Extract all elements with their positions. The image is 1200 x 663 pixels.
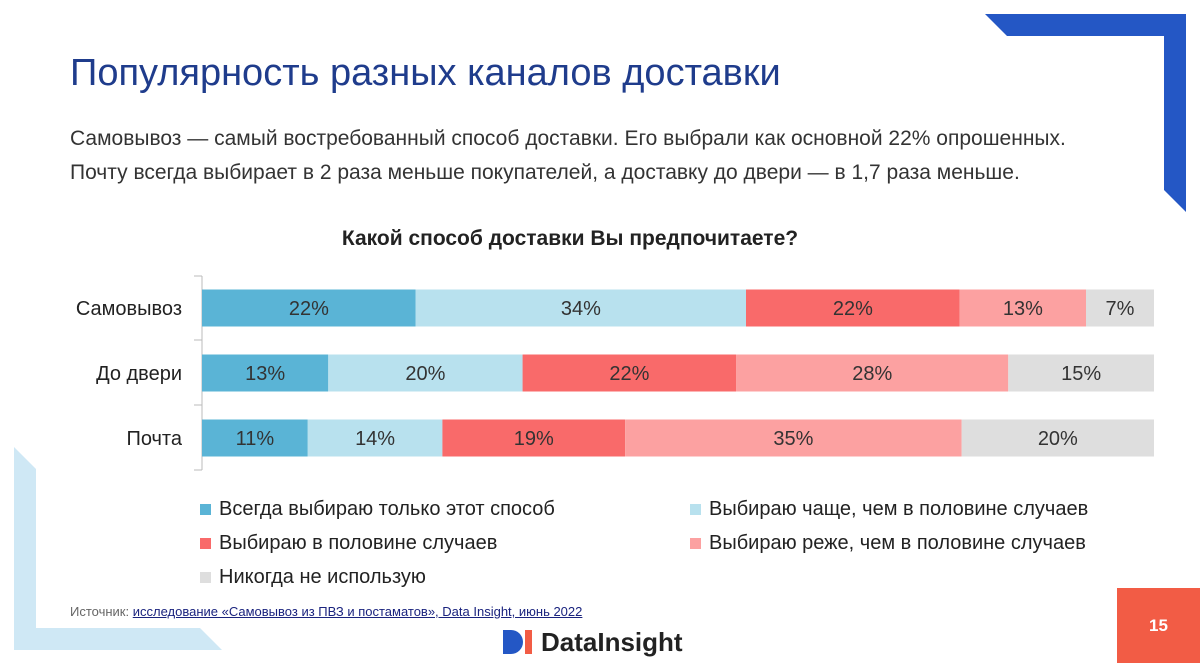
subtitle-line-2: Почту всегда выбирает в 2 раза меньше по… bbox=[70, 161, 1020, 184]
source-note: Источник: исследование «Самовывоз из ПВЗ… bbox=[70, 604, 582, 619]
bar-segment bbox=[625, 419, 962, 457]
bar-segment bbox=[1086, 289, 1154, 327]
bar-segment bbox=[522, 354, 737, 392]
bar-data-label: 13% bbox=[245, 363, 285, 385]
bar-data-label: 22% bbox=[833, 298, 873, 320]
legend-swatch bbox=[690, 503, 701, 515]
legend-label: Выбираю чаще, чем в половине случаев bbox=[709, 497, 1089, 520]
legend-item: Выбираю в половине случаев bbox=[200, 527, 690, 559]
chart-legend: Всегда выбираю только этот способ Выбираю… bbox=[200, 493, 1160, 593]
bar-data-label: 22% bbox=[609, 363, 649, 385]
bar-data-label: 20% bbox=[405, 363, 445, 385]
bar-data-label: 14% bbox=[355, 428, 395, 450]
source-link[interactable]: исследование «Самовывоз из ПВЗ и постама… bbox=[132, 604, 583, 619]
source-prefix: Источник: bbox=[70, 604, 130, 619]
bar-segment bbox=[307, 419, 443, 457]
legend-item: Никогда не использую bbox=[200, 561, 690, 593]
legend-item: Выбираю реже, чем в половине случаев bbox=[690, 527, 1160, 559]
legend-item: Всегда выбираю только этот способ bbox=[200, 493, 690, 525]
legend-swatch bbox=[200, 537, 211, 549]
bar-segment bbox=[959, 289, 1086, 327]
legend-item: Выбираю чаще, чем в половине случаев bbox=[690, 493, 1160, 525]
subtitle-line-1: Самовывоз — самый востребованный способ … bbox=[70, 127, 1066, 150]
page-number: 15 bbox=[1117, 588, 1200, 663]
page-title: Популярность разных каналов доставки bbox=[70, 52, 781, 94]
logo-text: DataInsight bbox=[541, 627, 683, 657]
bar-data-label: 11% bbox=[236, 428, 275, 450]
legend-label: Выбираю в половине случаев bbox=[219, 531, 498, 554]
bar-data-label: 7% bbox=[1106, 298, 1135, 320]
category-label: До двери bbox=[96, 363, 182, 385]
bar-data-label: 13% bbox=[1003, 298, 1043, 320]
data-insight-logo: DataInsight bbox=[503, 629, 683, 655]
bar-segment bbox=[1008, 354, 1154, 392]
bar-data-label: 35% bbox=[773, 428, 813, 450]
bar-segment bbox=[415, 289, 746, 327]
legend-label: Всегда выбираю только этот способ bbox=[219, 497, 555, 520]
bar-segment bbox=[746, 289, 960, 327]
bar-segment bbox=[442, 419, 626, 457]
page-subtitle: Самовывоз — самый востребованный способ … bbox=[70, 122, 1170, 190]
bar-segment bbox=[736, 354, 1009, 392]
bar-data-label: 28% bbox=[852, 363, 892, 385]
legend-swatch bbox=[200, 571, 211, 583]
legend-swatch bbox=[200, 503, 211, 515]
legend-swatch bbox=[690, 537, 701, 549]
category-label: Почта bbox=[126, 428, 182, 450]
bar-segment bbox=[961, 419, 1154, 457]
category-label: Самовывоз bbox=[76, 298, 182, 320]
bar-data-label: 15% bbox=[1061, 363, 1101, 385]
bar-segment bbox=[328, 354, 523, 392]
bar-data-label: 19% bbox=[514, 428, 554, 450]
bar-data-label: 20% bbox=[1038, 428, 1078, 450]
data-insight-logo-icon bbox=[503, 630, 532, 654]
bar-data-label: 34% bbox=[561, 298, 601, 320]
bar-segment bbox=[202, 289, 416, 327]
bar-segment bbox=[202, 419, 308, 457]
bar-data-label: 22% bbox=[289, 298, 329, 320]
bar-segment bbox=[202, 354, 329, 392]
chart-title: Какой способ доставки Вы предпочитаете? bbox=[341, 227, 799, 250]
legend-label: Выбираю реже, чем в половине случаев bbox=[709, 531, 1086, 554]
legend-label: Никогда не использую bbox=[219, 565, 426, 588]
